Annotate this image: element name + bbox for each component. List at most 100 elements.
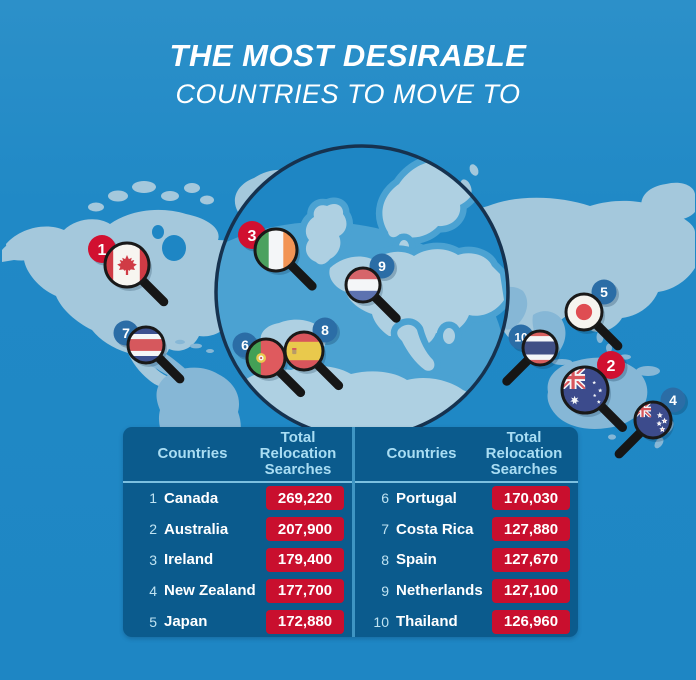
table-row: 7 Costa Rica 127,880 [355,514,578,545]
magnifier-lens-ring [344,266,382,304]
rank-badge-number: 4 [669,392,677,408]
country-name: Thailand [396,613,458,631]
rank-badge-number: 7 [122,325,130,341]
value-badge: 127,880 [492,517,570,542]
map-marker-netherlands: 9 [344,253,401,323]
magnifier-lens-ring [521,329,559,367]
table-row: 4 New Zealand 177,700 [123,575,352,606]
table-row: 2 Australia 207,900 [123,514,352,545]
magnifier-handle [135,273,169,307]
rank-badge [597,351,625,379]
magnifier-lens-ring [253,227,299,273]
rank-badge-number: 1 [98,242,107,259]
country-name: Costa Rica [396,520,474,538]
map-marker-canada: 1 [88,235,169,307]
rank: 1 [149,490,157,507]
value-badge: 170,030 [492,486,570,511]
rank: 7 [381,521,389,538]
magnifier-lens-ring [633,400,673,440]
flag-japan [567,295,601,329]
rank: 10 [373,613,389,630]
magnifier-handle [284,258,317,291]
country-name: Portugal [396,489,457,507]
magnifier-lens-ring [103,241,151,289]
country-name: New Zealand [164,582,256,600]
rank: 5 [149,613,157,630]
table-row: 5 Japan 172,880 [123,606,352,637]
table-divider [352,427,355,637]
map-marker-ireland: 3 [238,221,317,291]
rank: 6 [381,490,389,507]
value-badge: 269,220 [266,486,344,511]
rank: 3 [149,551,157,568]
table-left-header: Countries Total Relocation Searches [123,427,352,483]
flag-spain [286,333,322,369]
value-badge: 177,700 [266,578,344,603]
magnifier-handle [368,290,401,323]
map-marker-portugal: 6 [232,332,306,398]
flag-portugal [248,340,284,376]
map-markers: 1 2 3 4 5 6 7 8 9 10 [88,221,688,459]
flag-thailand [524,332,556,364]
map-marker-japan: 5 [564,279,623,351]
table-row: 9 Netherlands 127,100 [355,575,578,606]
map-marker-new-zealand: 4 [614,387,688,459]
magnifier-handle [272,364,306,398]
rank: 9 [381,582,389,599]
flag-netherlands [347,269,379,301]
magnifier-handle [310,357,344,391]
rank-badge-number: 2 [607,358,616,375]
value-badge: 127,670 [492,547,570,572]
country-name: Australia [164,520,229,538]
rank: 2 [149,521,157,538]
countries-column-header: Countries [386,444,457,462]
map-marker-thailand: 10 [502,324,560,386]
title-line-2: COUNTRIES TO MOVE TO [175,79,521,109]
country-name: Netherlands [396,582,483,600]
value-badge: 126,960 [492,609,570,634]
value-badge: 207,900 [266,517,344,542]
flag-costa-rica [129,328,163,362]
table-row: 10 Thailand 126,960 [355,606,578,637]
table-right-panel: Countries Total Relocation Searches 6 Po… [355,427,578,637]
rank-badge-number: 8 [321,322,329,338]
magnifier-handle [614,426,647,459]
title-line-1: THE MOST DESIRABLE [169,38,527,73]
map-marker-costa-rica: 7 [113,320,185,384]
flag-canada [106,244,148,286]
rank-badge-number: 3 [248,228,257,245]
table-row: 8 Spain 127,670 [355,545,578,576]
rank-badge-number: 6 [241,337,249,353]
magnifier-handle [590,318,623,351]
searches-column-header: Total Relocation Searches [485,428,563,479]
table-row: 6 Portugal 170,030 [355,483,578,514]
rank-badge-number: 9 [378,258,386,274]
country-name: Ireland [164,551,214,569]
rank: 4 [149,582,157,599]
searches-column-header: Total Relocation Searches [259,428,337,479]
table-row: 1 Canada 269,220 [123,483,352,514]
magnifier-handle [502,353,535,386]
magnifier-lens-ring [126,325,166,365]
magnifier-lens-ring [560,365,610,415]
countries-column-header: Countries [157,444,228,462]
value-badge: 172,880 [266,609,344,634]
rank-badge [312,317,338,343]
magnifier-lens-ring [283,330,325,372]
value-badge: 127,100 [492,578,570,603]
country-name: Spain [396,551,437,569]
country-name: Japan [164,613,208,631]
ranking-table: Countries Total Relocation Searches 1 Ca… [123,427,578,637]
rank-badge-number: 5 [600,284,608,300]
table-row: 3 Ireland 179,400 [123,545,352,576]
value-badge: 179,400 [266,547,344,572]
magnifier-handle [152,351,185,384]
table-left-panel: Countries Total Relocation Searches 1 Ca… [123,427,352,637]
table-right-header: Countries Total Relocation Searches [355,427,578,483]
infographic-title: THE MOST DESIRABLE COUNTRIES TO MOVE TO [0,38,696,110]
country-name: Canada [164,489,219,507]
magnifier-lens-ring [564,292,604,332]
rank: 8 [381,551,389,568]
